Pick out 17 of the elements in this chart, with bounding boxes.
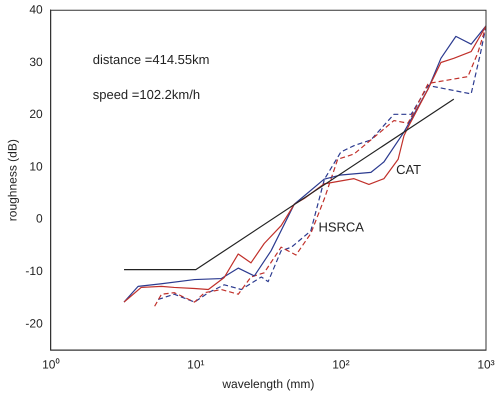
annotation: HSRCA	[318, 219, 364, 234]
y-tick-label: 30	[29, 54, 44, 69]
y-tick-label: 20	[29, 107, 44, 122]
annotation: speed =102.2km/h	[92, 86, 200, 102]
annotation: CAT	[396, 162, 422, 177]
x-tick-label: 10⁰	[42, 358, 60, 372]
y-axis-title: roughness (dB)	[6, 139, 20, 222]
x-axis-title: wavelength (mm)	[221, 377, 314, 392]
y-tick-label: 40	[29, 2, 44, 17]
y-tick-label: -20	[25, 316, 44, 330]
annotation: distance =414.55km	[92, 52, 210, 67]
x-tick-label: 10²	[332, 358, 350, 372]
x-tick-label: 10³	[477, 358, 495, 372]
y-tick-label: 10	[29, 159, 44, 174]
x-tick-label: 10¹	[187, 358, 205, 372]
y-tick-label: 0	[36, 212, 44, 226]
y-tick-label: -10	[25, 264, 44, 278]
